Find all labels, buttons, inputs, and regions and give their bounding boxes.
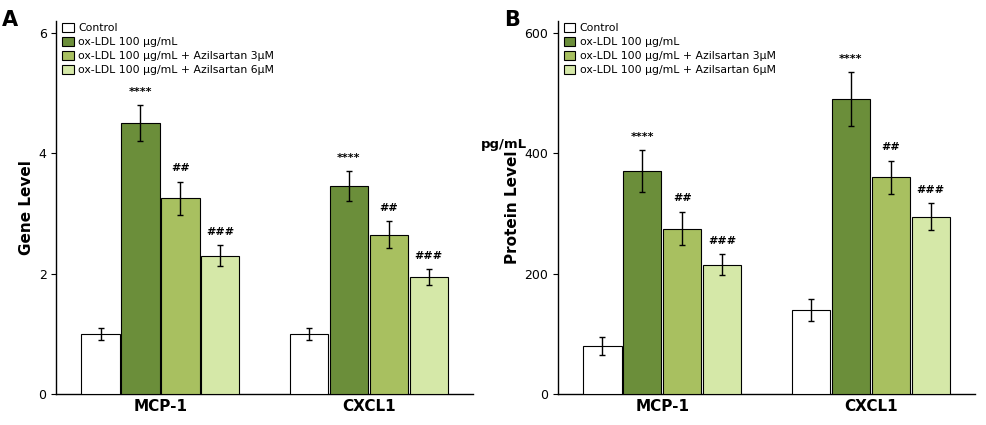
Bar <box>872 177 910 394</box>
Text: ****: **** <box>129 87 152 97</box>
Bar <box>290 334 328 394</box>
Bar <box>162 198 199 394</box>
Text: ###: ### <box>708 235 737 246</box>
Bar <box>792 310 830 394</box>
Y-axis label: Protein Level: Protein Level <box>506 151 521 264</box>
Text: B: B <box>504 10 520 30</box>
Bar <box>82 334 119 394</box>
Text: ****: **** <box>839 54 863 64</box>
Y-axis label: Gene Level: Gene Level <box>20 160 35 255</box>
Bar <box>584 346 621 394</box>
Bar <box>121 123 160 394</box>
Text: ##: ## <box>171 163 189 173</box>
Bar <box>409 277 448 394</box>
Bar <box>623 171 662 394</box>
Bar <box>329 187 368 394</box>
Bar <box>201 255 240 394</box>
Bar <box>831 99 870 394</box>
Text: ###: ### <box>917 185 945 195</box>
Text: pg/mL: pg/mL <box>481 139 528 151</box>
Bar <box>370 235 408 394</box>
Text: ###: ### <box>206 227 235 237</box>
Legend: Control, ox-LDL 100 μg/mL, ox-LDL 100 μg/mL + Azilsartan 3μM, ox-LDL 100 μg/mL +: Control, ox-LDL 100 μg/mL, ox-LDL 100 μg… <box>62 23 274 75</box>
Text: ****: **** <box>337 153 361 163</box>
Bar <box>703 265 741 394</box>
Text: ##: ## <box>881 142 900 152</box>
Legend: Control, ox-LDL 100 μg/mL, ox-LDL 100 μg/mL + Azilsartan 3μM, ox-LDL 100 μg/mL +: Control, ox-LDL 100 μg/mL, ox-LDL 100 μg… <box>564 23 776 75</box>
Text: ##: ## <box>672 193 691 204</box>
Text: ###: ### <box>415 251 443 261</box>
Bar <box>911 216 950 394</box>
Text: ****: **** <box>631 132 654 142</box>
Text: ##: ## <box>380 203 398 213</box>
Text: A: A <box>2 10 18 30</box>
Bar <box>664 229 701 394</box>
